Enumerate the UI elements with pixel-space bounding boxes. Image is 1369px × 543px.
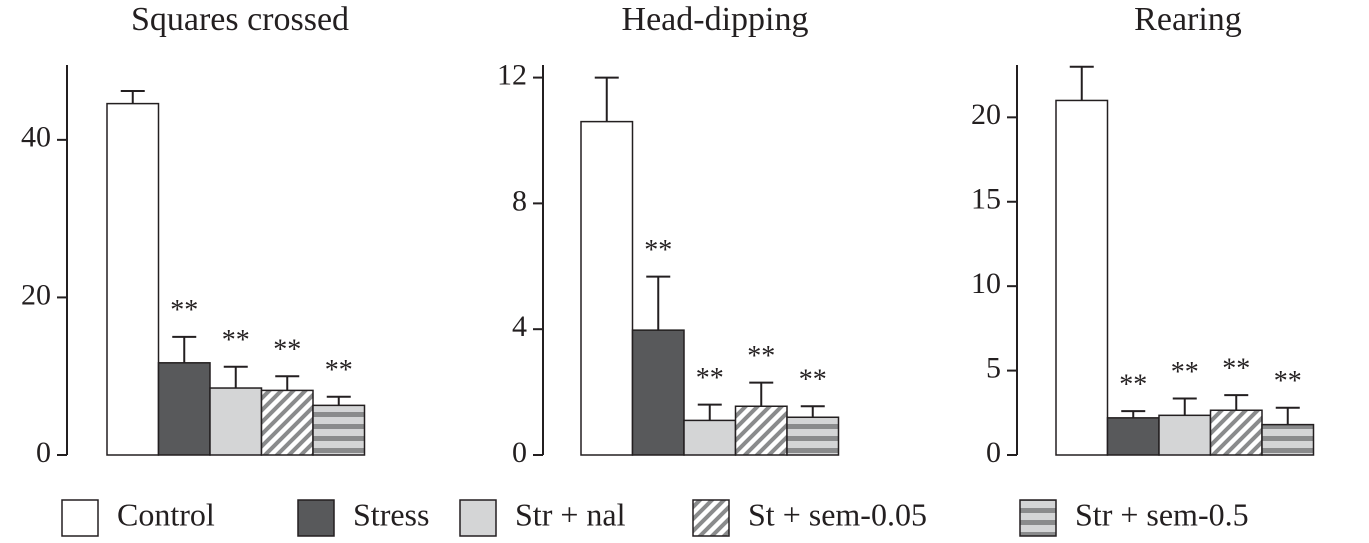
y-tick-label: 0 [36,436,51,469]
bar [683,419,737,456]
chart-title: Head-dipping [622,1,809,38]
y-tick-label: 12 [497,58,527,91]
annotation: ** [325,355,353,386]
legend-swatch [692,499,730,537]
error-bar [1121,410,1146,418]
y-tick-label: 40 [21,121,51,154]
y-tick-label: 20 [21,278,51,311]
y-tick-label: 15 [971,183,1001,216]
bar [106,102,160,456]
bar [157,362,211,456]
error-bar [1069,65,1094,101]
bar [580,120,634,456]
legend-label: Str + nal [515,496,626,532]
annotation: ** [696,363,724,394]
error-bar [697,403,722,421]
error-bar [120,90,145,104]
error-bar [749,381,774,407]
y-tick-label: 0 [512,436,527,469]
legend-swatch [1019,499,1057,537]
error-bar [326,395,351,406]
bar [1055,99,1109,456]
chart-title: Rearing [1134,1,1242,38]
legend-swatch [297,499,335,537]
bar [1261,423,1315,456]
y-tick-label: 4 [512,310,527,343]
bar [786,416,840,456]
legend-label: Stress [353,496,429,532]
bar [1158,414,1212,456]
annotation: ** [1119,370,1147,401]
error-bar [223,365,248,389]
bar [631,329,685,456]
annotation: ** [170,295,198,326]
bar [209,387,263,456]
error-bar [1224,394,1249,411]
legend-label: Str + sem-0.5 [1075,496,1249,532]
error-bar [1275,406,1300,425]
bar [1106,417,1160,456]
error-bar [172,335,197,363]
bar [734,405,788,456]
annotation: ** [799,365,827,396]
legend-label: Control [117,496,215,532]
legend-swatch [459,499,497,537]
legend-label: St + sem-0.05 [748,496,927,532]
annotation: ** [747,341,775,372]
error-bar [646,275,671,331]
y-tick-label: 10 [971,267,1001,300]
legend-swatch [61,499,99,537]
y-tick-label: 5 [986,351,1001,384]
annotation: ** [1171,357,1199,388]
bar [260,389,314,456]
y-tick-label: 0 [986,436,1001,469]
annotation: ** [644,235,672,266]
bar [312,404,366,456]
error-bar [1172,397,1197,416]
annotation: ** [1274,366,1302,397]
bar [1209,409,1263,456]
chart-title: Squares crossed [131,1,349,38]
error-bar [275,375,300,391]
annotation: ** [222,325,250,356]
error-bar [594,76,619,122]
error-bar [800,405,825,418]
y-tick-label: 20 [971,98,1001,131]
y-tick-label: 8 [512,184,527,217]
annotation: ** [273,335,301,366]
annotation: ** [1222,353,1250,384]
